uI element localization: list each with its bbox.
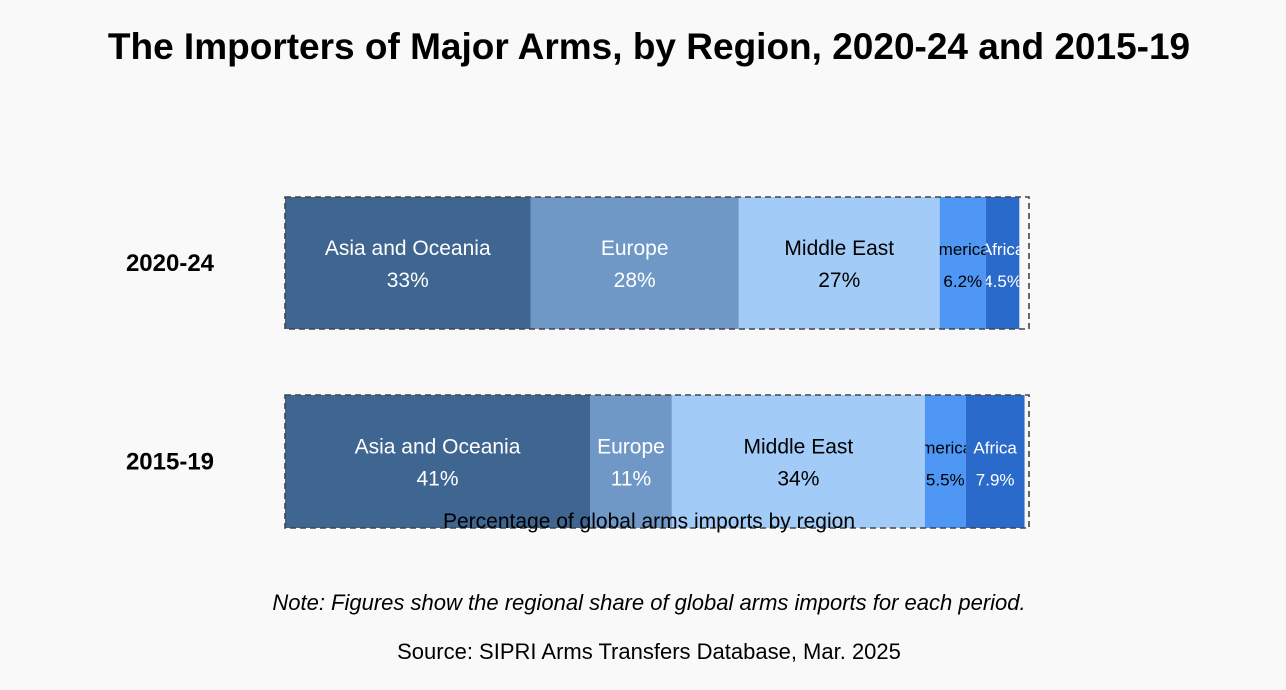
bar-africa-2020-24 (985, 197, 1020, 329)
segment-name-americas-2015-19: Americas (910, 439, 981, 458)
segment-name-africa-2015-19: Africa (973, 439, 1017, 458)
bar-asia-and-oceania-2020-24 (285, 197, 531, 329)
data-label-europe-2020-24: 28% (614, 269, 656, 292)
bar-asia-and-oceania-2015-19 (285, 395, 591, 528)
segment-name-africa-2020-24: Africa (981, 240, 1025, 259)
data-label-middle-east-2020-24: 27% (818, 269, 860, 292)
x-axis-label: Percentage of global arms imports by reg… (443, 510, 855, 533)
bar-americas-2020-24 (939, 197, 986, 329)
bar-europe-2015-19 (590, 395, 672, 528)
segment-name-asia-and-oceania-2020-24: Asia and Oceania (325, 237, 491, 260)
chart-note: Note: Figures show the regional share of… (272, 590, 1026, 615)
bar-outline-2015-19 (284, 394, 1030, 529)
data-label-europe-2015-19: 11% (611, 468, 651, 491)
data-label-middle-east-2015-19: 34% (777, 468, 819, 491)
data-label-asia-and-oceania-2015-19: 41% (417, 468, 459, 491)
bar-africa-2015-19 (965, 395, 1025, 528)
data-label-africa-2020-24: 4.5% (983, 272, 1022, 291)
data-label-americas-2020-24: 6.2% (943, 272, 982, 291)
segment-name-middle-east-2015-19: Middle East (744, 436, 854, 459)
segment-name-middle-east-2020-24: Middle East (784, 237, 894, 260)
segment-name-americas-2020-24: Americas (927, 240, 998, 259)
segment-name-asia-and-oceania-2015-19: Asia and Oceania (355, 436, 521, 459)
chart-source: Source: SIPRI Arms Transfers Database, M… (397, 639, 901, 664)
bar-middle-east-2015-19 (671, 395, 925, 528)
segment-name-europe-2015-19: Europe (597, 436, 665, 459)
bar-middle-east-2020-24 (738, 197, 940, 329)
chart-title: The Importers of Major Arms, by Region, … (107, 26, 1191, 67)
data-label-africa-2015-19: 7.9% (976, 471, 1015, 490)
category-label-2015-19: 2015-19 (126, 449, 214, 476)
bar-americas-2015-19 (924, 395, 966, 528)
bar-outline-2020-24 (284, 196, 1030, 330)
data-label-americas-2015-19: 5.5% (926, 471, 965, 490)
segment-name-europe-2020-24: Europe (601, 237, 669, 260)
category-label-2020-24: 2020-24 (126, 250, 215, 277)
bar-europe-2020-24 (530, 197, 739, 329)
data-label-asia-and-oceania-2020-24: 33% (387, 269, 429, 292)
